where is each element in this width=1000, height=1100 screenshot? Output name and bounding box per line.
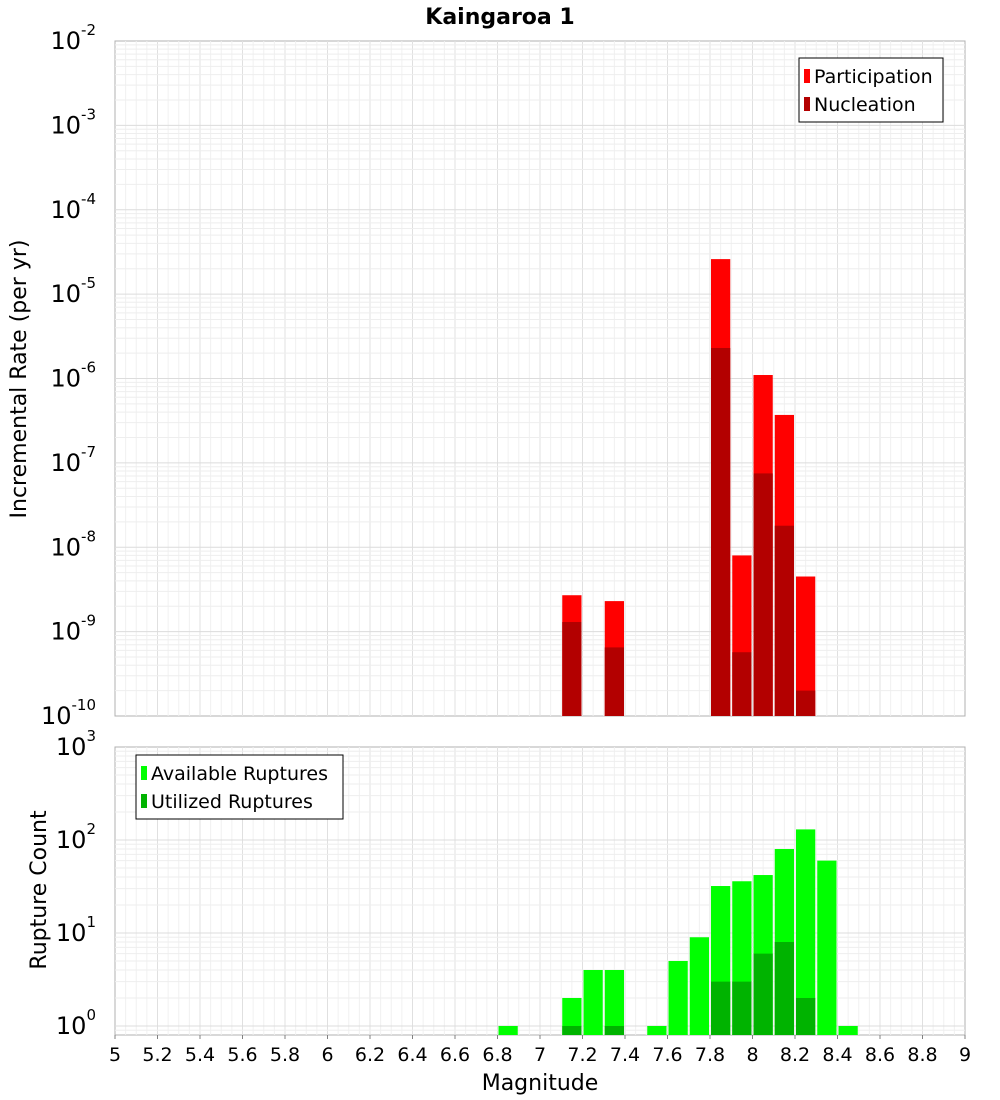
top-bar-outer (796, 576, 816, 716)
top-bar-inner (711, 347, 731, 716)
bottom-y-tick-label: 103 (56, 727, 96, 761)
bottom-bar-outer (498, 1025, 518, 1035)
top-bar-inner (774, 525, 794, 716)
top-bar-inner (753, 473, 773, 716)
top-y-tick-label: 10-3 (50, 105, 96, 139)
top-plot-bars (562, 259, 816, 716)
bottom-bar-inner (711, 981, 731, 1035)
x-tick-label: 8.8 (907, 1044, 937, 1066)
top-legend-swatch (804, 97, 810, 111)
x-tick-label: 5.4 (185, 1044, 215, 1066)
bottom-legend-swatch (141, 766, 147, 780)
x-tick-label: 6.2 (355, 1044, 385, 1066)
x-tick-label: 8.4 (822, 1044, 852, 1066)
top-legend: Participation Nucleation (798, 57, 944, 123)
top-legend-swatch (804, 69, 810, 83)
x-tick-label: 6.4 (397, 1044, 427, 1066)
bottom-bar-inner (732, 981, 752, 1035)
x-axis-label: Magnitude (482, 1071, 599, 1096)
x-tick-label: 5.8 (270, 1044, 300, 1066)
bottom-bar-outer (562, 997, 582, 1035)
bottom-legend-label: Utilized Ruptures (151, 791, 313, 813)
top-plot-grid (114, 40, 966, 717)
top-y-tick-label: 10-2 (50, 21, 96, 55)
x-tick-label: 9 (959, 1044, 971, 1066)
bottom-bar-outer (583, 969, 603, 1035)
x-tick-label: 7 (534, 1044, 546, 1066)
x-tick-label: 5 (109, 1044, 121, 1066)
x-tick-label: 6.6 (440, 1044, 470, 1066)
bottom-bar-outer (647, 1025, 667, 1035)
bottom-legend-swatch (141, 794, 147, 808)
bottom-legend-label: Available Ruptures (151, 763, 328, 785)
bottom-bar-inner (774, 942, 794, 1035)
bottom-legend: Available Ruptures Utilized Ruptures (135, 754, 344, 820)
bottom-bar-outer (604, 969, 624, 1035)
top-bar-inner (562, 622, 582, 716)
bottom-bar-outer (838, 1025, 858, 1035)
bottom-bar-inner (562, 1025, 582, 1035)
bottom-bar-inner (796, 997, 816, 1035)
x-tick-label: 7.6 (652, 1044, 682, 1066)
top-y-tick-label: 10-7 (50, 443, 96, 477)
bottom-y-tick-label: 102 (56, 820, 96, 854)
bottom-bar-outer (796, 829, 816, 1035)
top-y-axis-label: Incremental Rate (per yr) (7, 240, 32, 519)
x-tick-label: 6.8 (482, 1044, 512, 1066)
bottom-y-tick-label: 101 (56, 913, 96, 947)
x-tick-label: 6 (321, 1044, 333, 1066)
bottom-bar-outer (689, 937, 709, 1035)
bottom-legend-box (135, 754, 344, 820)
x-tick-label: 5.2 (142, 1044, 172, 1066)
x-tick-label: 7.8 (695, 1044, 725, 1066)
top-bar-inner (732, 652, 752, 716)
bottom-bar-inner (604, 1025, 624, 1035)
top-y-tick-label: 10-6 (50, 359, 96, 393)
bottom-y-axis-label: Rupture Count (27, 810, 52, 970)
top-legend-label: Nucleation (814, 94, 916, 116)
legends: Participation Nucleation Available Rupture… (135, 57, 944, 820)
bottom-y-tick-label: 100 (56, 1006, 96, 1040)
x-tick-label: 8.6 (865, 1044, 895, 1066)
x-tick-label: 5.6 (227, 1044, 257, 1066)
top-y-tick-label: 10-10 (41, 696, 96, 730)
axes-ticks: 10-10 10-9 10-8 10-7 10-6 10-5 10-4 10-3 10-2 100… (41, 21, 971, 1066)
top-legend-label: Participation (814, 66, 933, 88)
bottom-bar-outer (817, 860, 837, 1035)
bottom-bar-outer (668, 960, 688, 1035)
top-y-tick-label: 10-9 (50, 612, 96, 646)
bottom-bar-inner (753, 953, 773, 1035)
top-bar-inner (796, 690, 816, 716)
top-y-tick-label: 10-5 (50, 274, 96, 308)
top-legend-box (798, 57, 944, 123)
bottom-plot-bars (498, 829, 858, 1035)
x-tick-label: 7.4 (610, 1044, 640, 1066)
top-y-tick-label: 10-8 (50, 527, 96, 561)
x-tick-label: 8.2 (780, 1044, 810, 1066)
chart-title: Kaingaroa 1 (425, 5, 574, 30)
x-tick-label: 8 (746, 1044, 758, 1066)
x-tick-label: 7.2 (567, 1044, 597, 1066)
top-y-tick-label: 10-4 (50, 190, 96, 224)
top-bar-inner (604, 647, 624, 716)
